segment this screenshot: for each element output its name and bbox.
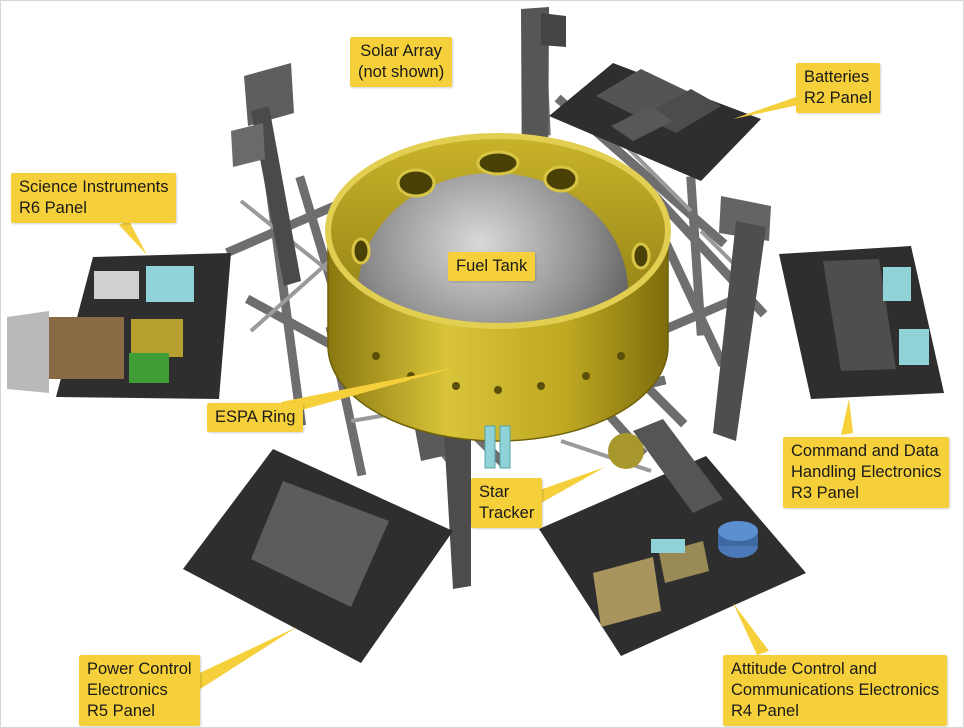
panel-r3-cdh xyxy=(779,246,944,399)
label-solar-array: Solar Array (not shown) xyxy=(350,37,453,87)
panel-r5-power xyxy=(183,449,453,663)
label-line: Communications Electronics xyxy=(731,681,940,699)
label-line: Solar Array xyxy=(360,42,442,60)
label-line: Electronics xyxy=(87,681,168,699)
label-line: R4 Panel xyxy=(731,702,799,720)
label-line: Tracker xyxy=(479,504,535,522)
label-line: R6 Panel xyxy=(19,199,87,217)
label-power-control: Power Control Electronics R5 Panel xyxy=(79,655,200,726)
label-fuel-tank: Fuel Tank xyxy=(448,252,536,281)
label-line: (not shown) xyxy=(358,63,445,81)
tracker-dome xyxy=(608,433,644,469)
label-line: R5 Panel xyxy=(87,702,155,720)
panel-r6-science xyxy=(7,253,231,399)
label-batteries: Batteries R2 Panel xyxy=(796,63,880,113)
label-line: ESPA Ring xyxy=(215,408,296,426)
label-line: R2 Panel xyxy=(804,89,872,107)
label-line: Fuel Tank xyxy=(456,257,528,275)
label-line: R3 Panel xyxy=(791,484,859,502)
label-line: Handling Electronics xyxy=(791,463,942,481)
panel-r4-attitude xyxy=(539,419,806,656)
label-science-instruments: Science Instruments R6 Panel xyxy=(11,173,177,223)
label-line: Power Control xyxy=(87,660,192,678)
label-line: Attitude Control and xyxy=(731,660,877,678)
label-line: Star xyxy=(479,483,510,501)
label-attitude-control: Attitude Control and Communications Elec… xyxy=(723,655,948,726)
panel-r2-batteries xyxy=(549,63,761,181)
espa-ring-ports xyxy=(351,150,651,270)
label-line: Science Instruments xyxy=(19,178,169,196)
star-tracker xyxy=(484,425,511,469)
espa-ring-rim xyxy=(325,133,671,329)
label-line: Batteries xyxy=(804,68,870,86)
label-star-tracker: Star Tracker xyxy=(471,478,543,528)
label-espa-ring: ESPA Ring xyxy=(207,403,304,432)
label-line: Command and Data xyxy=(791,442,939,460)
label-command-data-handling: Command and Data Handling Electronics R3… xyxy=(783,437,950,508)
espa-ring-holes xyxy=(372,352,625,394)
